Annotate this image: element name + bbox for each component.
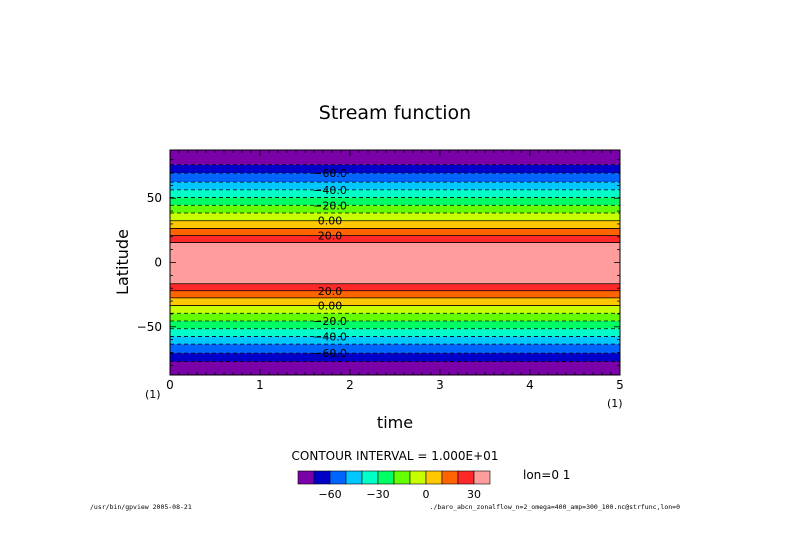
contour-band bbox=[170, 305, 620, 314]
colorbar-labels: −60 −30 0 30 bbox=[318, 488, 481, 501]
contour-label: 0.00 bbox=[318, 215, 343, 228]
colorbar-swatch bbox=[329, 470, 347, 485]
footer-left: /usr/bin/gpview 2005-08-21 bbox=[90, 503, 192, 511]
contour-label: −20.0 bbox=[313, 315, 347, 328]
x-tick-label: 3 bbox=[436, 378, 444, 392]
contour-label: −40.0 bbox=[313, 330, 347, 343]
x-tick-label: 0 bbox=[166, 378, 174, 392]
contour-label: 0.00 bbox=[318, 300, 343, 313]
contour-band bbox=[170, 361, 620, 375]
colorbar-swatch bbox=[441, 470, 459, 485]
color-bands bbox=[170, 150, 620, 375]
contour-label: 20.0 bbox=[318, 230, 343, 243]
contour-band bbox=[170, 353, 620, 362]
contour-band bbox=[170, 336, 620, 345]
x-tick-label: 1 bbox=[256, 378, 264, 392]
x-tick-label: 5 bbox=[616, 378, 624, 392]
contour-band bbox=[170, 290, 620, 298]
contour-band bbox=[170, 150, 620, 165]
colorbar-tick-label: 30 bbox=[467, 488, 481, 501]
y-tick-label: −50 bbox=[137, 320, 162, 334]
colorbar-swatch bbox=[377, 470, 395, 485]
colorbar-tick-label: −60 bbox=[318, 488, 341, 501]
contour-band bbox=[170, 213, 620, 221]
contour-label: −60.0 bbox=[313, 347, 347, 360]
colorbar-swatch bbox=[345, 470, 363, 485]
x-unit-left: (1) bbox=[145, 388, 161, 401]
colorbar-swatch bbox=[297, 470, 315, 485]
footer-right: ./baro_abcn_zonalflow_n=2_omega=400_amp=… bbox=[430, 503, 681, 511]
y-tick-labels: 50 0 −50 bbox=[137, 191, 162, 334]
contour-band bbox=[170, 189, 620, 198]
contour-band bbox=[170, 328, 620, 337]
colorbar-swatch bbox=[313, 470, 331, 485]
contour-band bbox=[170, 228, 620, 236]
contour-band bbox=[170, 283, 620, 291]
x-tick-label: 2 bbox=[346, 378, 354, 392]
colorbar-tick-label: 0 bbox=[423, 488, 430, 501]
x-unit-right: (1) bbox=[607, 397, 623, 410]
colorbar-swatch bbox=[425, 470, 443, 485]
contour-band bbox=[170, 321, 620, 329]
colorbar-swatch bbox=[409, 470, 427, 485]
y-tick-label: 50 bbox=[147, 191, 162, 205]
contour-band bbox=[170, 205, 620, 213]
contour-label: −60.0 bbox=[313, 167, 347, 180]
contour-label: −20.0 bbox=[313, 199, 347, 212]
contour-label: 20.0 bbox=[318, 285, 343, 298]
contour-interval: CONTOUR INTERVAL = 1.000E+01 bbox=[292, 449, 499, 463]
contour-band bbox=[170, 197, 620, 206]
colorbar-swatch bbox=[393, 470, 411, 485]
colorbar-swatch bbox=[361, 470, 379, 485]
contour-labels: −60.0 −40.0 −20.0 0.00 20.0 20.0 0.00 −20.0 −40.… bbox=[313, 167, 347, 360]
contour-band bbox=[170, 220, 620, 229]
y-axis-label: Latitude bbox=[113, 229, 132, 295]
contour-lines bbox=[170, 164, 620, 362]
contour-band bbox=[170, 235, 620, 243]
colorbar bbox=[297, 470, 491, 485]
contour-band bbox=[170, 313, 620, 321]
plot-frame bbox=[169, 149, 621, 376]
slice-label: lon=0 1 bbox=[523, 468, 570, 482]
contour-band bbox=[170, 344, 620, 354]
contour-band bbox=[170, 173, 620, 183]
colorbar-swatch bbox=[473, 470, 491, 485]
contour-band bbox=[170, 182, 620, 190]
contour-band bbox=[170, 242, 620, 284]
colorbar-tick-label: −30 bbox=[366, 488, 389, 501]
chart-title: Stream function bbox=[319, 102, 471, 124]
x-tick-labels: 0 1 2 3 4 5 bbox=[166, 378, 624, 392]
contour-label: −40.0 bbox=[313, 184, 347, 197]
y-tick-label: 0 bbox=[154, 256, 162, 270]
x-axis-label: time bbox=[377, 413, 413, 432]
x-tick-label: 4 bbox=[526, 378, 534, 392]
contour-band bbox=[170, 164, 620, 174]
colorbar-swatch bbox=[457, 470, 475, 485]
contour-band bbox=[170, 297, 620, 306]
